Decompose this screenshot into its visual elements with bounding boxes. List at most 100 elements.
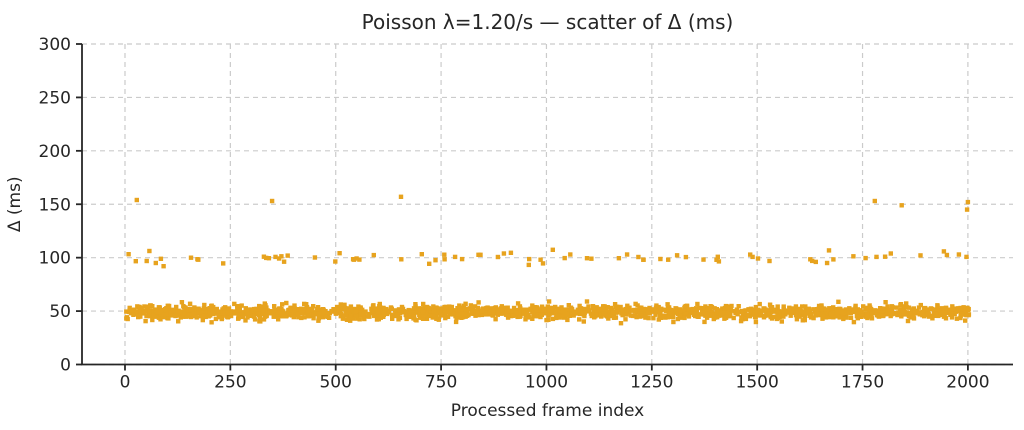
scatter-point — [527, 315, 532, 320]
scatter-point — [624, 312, 629, 317]
scatter-point — [244, 309, 250, 314]
scatter-point — [800, 309, 805, 315]
scatter-point — [656, 317, 661, 322]
scatter-point — [559, 314, 564, 319]
scatter-point — [239, 303, 244, 308]
scatter-point — [589, 313, 595, 318]
x-tick-label: 750 — [425, 373, 457, 393]
scatter-point — [316, 311, 321, 317]
scatter-point — [357, 257, 362, 262]
scatter-point — [714, 257, 719, 262]
scatter-point — [956, 306, 961, 311]
scatter-point — [581, 319, 586, 324]
scatter-point — [346, 316, 352, 321]
scatter-point — [200, 317, 205, 323]
scatter-point — [228, 313, 234, 319]
scatter-point — [172, 310, 177, 316]
scatter-point — [554, 315, 559, 321]
scatter-point — [499, 307, 505, 313]
x-axis-label: Processed frame index — [451, 401, 644, 421]
scatter-point — [161, 264, 166, 269]
scatter-point — [436, 317, 441, 322]
scatter-point — [775, 304, 780, 309]
x-tick-label: 2000 — [946, 373, 989, 393]
axis-ticks — [76, 43, 969, 371]
scatter-point — [421, 301, 426, 307]
scatter-point — [683, 311, 689, 317]
scatter-point — [526, 307, 531, 312]
scatter-point — [606, 309, 612, 315]
scatter-point — [334, 304, 340, 310]
scatter-point — [724, 305, 730, 310]
scatter-point — [214, 306, 219, 312]
scatter-point — [243, 306, 248, 311]
scatter-point — [594, 305, 599, 310]
scatter-point — [930, 316, 935, 321]
scatter-point — [323, 314, 328, 319]
scatter-point — [433, 258, 438, 263]
scatter-point — [600, 306, 606, 311]
scatter-point — [815, 307, 820, 312]
scatter-point — [767, 258, 772, 264]
scatter-point — [697, 305, 702, 311]
scatter-point — [959, 309, 964, 314]
scatter-point — [371, 252, 376, 258]
scatter-point — [954, 316, 960, 321]
scatter-point — [934, 307, 939, 312]
scatter-point — [811, 315, 816, 321]
scatter-point — [678, 313, 683, 318]
scatter-point — [273, 254, 278, 260]
scatter-point — [501, 251, 507, 256]
scatter-point — [577, 317, 582, 322]
scatter-point — [422, 305, 427, 310]
scatter-point — [547, 310, 552, 315]
scatter-point — [904, 301, 909, 306]
scatter-point — [369, 309, 374, 315]
scatter-point — [210, 307, 215, 312]
scatter-point — [511, 305, 517, 311]
scatter-point — [150, 317, 155, 323]
scatter-point — [674, 310, 679, 315]
scatter-point — [533, 314, 539, 319]
scatter-point — [608, 313, 613, 319]
scatter-point — [311, 304, 316, 309]
scatter-point — [836, 310, 841, 315]
scatter-point — [416, 306, 422, 311]
scatter-point — [200, 310, 206, 316]
scatter-point — [852, 307, 857, 313]
scatter-point — [404, 313, 409, 318]
scatter-point — [695, 314, 701, 319]
scatter-point — [344, 310, 349, 315]
scatter-point — [724, 314, 730, 319]
scatter-point — [325, 314, 331, 319]
scatter-point — [753, 304, 759, 310]
scatter-point — [353, 309, 359, 314]
scatter-point — [540, 261, 546, 266]
scatter-point — [566, 303, 571, 308]
scatter-point — [374, 317, 380, 322]
scatter-point — [568, 252, 573, 257]
scatter-point — [235, 304, 240, 309]
scatter-point — [892, 311, 898, 316]
scatter-point — [457, 305, 463, 310]
scatter-point — [620, 312, 625, 318]
scatter-point — [203, 310, 208, 315]
scatter-point — [469, 311, 474, 316]
scatter-point — [170, 308, 176, 313]
scatter-point — [475, 305, 481, 311]
scatter-point — [398, 194, 404, 199]
chart-title: Poisson λ=1.20/s — scatter of Δ (ms) — [362, 10, 734, 34]
scatter-point — [569, 307, 575, 312]
scatter-point — [341, 313, 346, 318]
scatter-point — [417, 312, 422, 317]
scatter-point — [313, 311, 318, 317]
scatter-point — [810, 258, 815, 264]
scatter-point — [591, 309, 597, 314]
scatter-point — [369, 306, 374, 311]
scatter-point — [675, 316, 681, 322]
scatter-point — [253, 307, 259, 312]
scatter-point — [586, 304, 591, 309]
scatter-point — [885, 308, 890, 313]
scatter-point — [725, 311, 730, 316]
